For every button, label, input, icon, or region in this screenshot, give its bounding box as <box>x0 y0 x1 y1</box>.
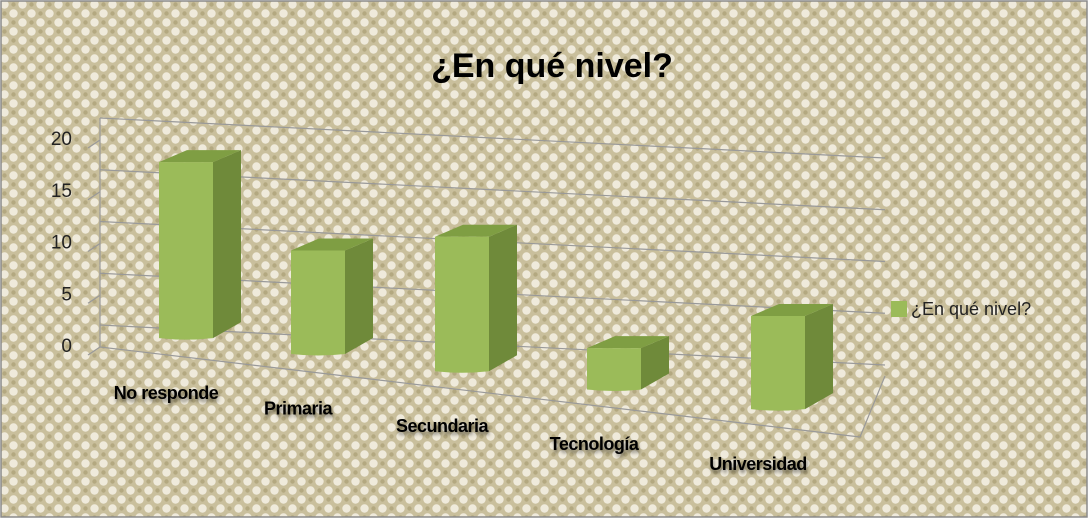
y-tick-label: 5 <box>61 284 72 305</box>
legend-label: ¿En qué nivel? <box>911 299 1031 319</box>
bar-front <box>751 316 805 411</box>
x-tick-label: No responde <box>114 383 219 403</box>
bar-front <box>159 162 213 340</box>
bar <box>751 304 833 411</box>
bar <box>159 150 241 340</box>
bar-side <box>213 150 241 339</box>
x-tick-label: Tecnología <box>550 434 640 454</box>
y-tick-label: 15 <box>51 181 72 202</box>
y-tick-label: 0 <box>61 336 72 357</box>
grid-line <box>87 243 101 252</box>
bar <box>587 336 669 391</box>
bar-top <box>587 336 669 349</box>
bar-top <box>435 224 517 237</box>
bar-side <box>641 336 669 390</box>
grid-line <box>87 191 101 201</box>
bar-front <box>291 250 345 356</box>
bar-top <box>159 150 241 163</box>
bar-front <box>587 348 641 391</box>
x-tick-label: Secundaria <box>396 416 490 436</box>
bar-side <box>805 304 833 410</box>
grid-line <box>99 117 886 159</box>
bar <box>291 238 373 356</box>
grid-line <box>87 346 101 356</box>
bar-side <box>345 238 373 354</box>
plot-area: 0 5 10 15 20 No responde Primaria Secundaria Tec… <box>51 117 886 474</box>
bar-top <box>291 238 373 251</box>
y-tick-label: 10 <box>51 233 72 254</box>
bar-side <box>489 224 517 372</box>
x-tick-label: Universidad <box>709 454 807 474</box>
bar-top <box>751 304 833 317</box>
chart-title: ¿En qué nivel? <box>431 47 673 85</box>
grid-line <box>87 139 101 149</box>
y-tick-label: 20 <box>51 129 72 150</box>
floor-edge <box>99 346 861 438</box>
x-tick-label: Primaria <box>264 399 334 419</box>
grid-line <box>87 294 101 304</box>
bar <box>435 224 517 373</box>
bar-front <box>435 236 489 373</box>
floor-edge <box>859 375 886 438</box>
legend-swatch <box>891 301 907 317</box>
